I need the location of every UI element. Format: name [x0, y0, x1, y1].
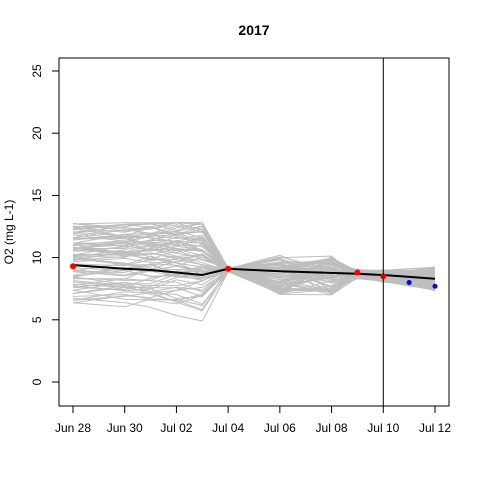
x-tick-label: Jul 08 — [316, 421, 348, 435]
chart-title: 2017 — [238, 22, 269, 38]
x-tick-label: Jul 02 — [160, 421, 192, 435]
x-tick-label: Jun 28 — [55, 421, 91, 435]
y-tick-label: 25 — [30, 64, 44, 78]
observed-point — [70, 263, 76, 270]
y-tick-label: 0 — [30, 378, 44, 385]
y-axis-label: O2 (mg L-1) — [2, 200, 16, 265]
observation-points — [70, 263, 438, 289]
y-tick-label: 10 — [30, 251, 44, 265]
y-tick-label: 5 — [30, 316, 44, 323]
x-tick-label: Jul 12 — [419, 421, 451, 435]
future-point — [406, 279, 412, 285]
y-tick-label: 15 — [30, 188, 44, 202]
observed-point — [354, 269, 361, 276]
x-tick-label: Jul 06 — [264, 421, 296, 435]
mean-line-group — [72, 264, 436, 280]
y-tick-label: 20 — [30, 126, 44, 140]
y-axis: 0 5 10 15 20 25 — [30, 64, 60, 385]
x-tick-label: Jul 10 — [367, 421, 399, 435]
mean-line — [72, 264, 436, 280]
observed-point — [225, 265, 232, 272]
x-axis: Jun 28 Jun 30 Jul 02 Jul 04 Jul 06 Jul 08 Jul … — [55, 405, 451, 435]
x-tick-label: Jun 30 — [107, 421, 143, 435]
future-point — [432, 283, 438, 289]
x-tick-label: Jul 04 — [212, 421, 244, 435]
